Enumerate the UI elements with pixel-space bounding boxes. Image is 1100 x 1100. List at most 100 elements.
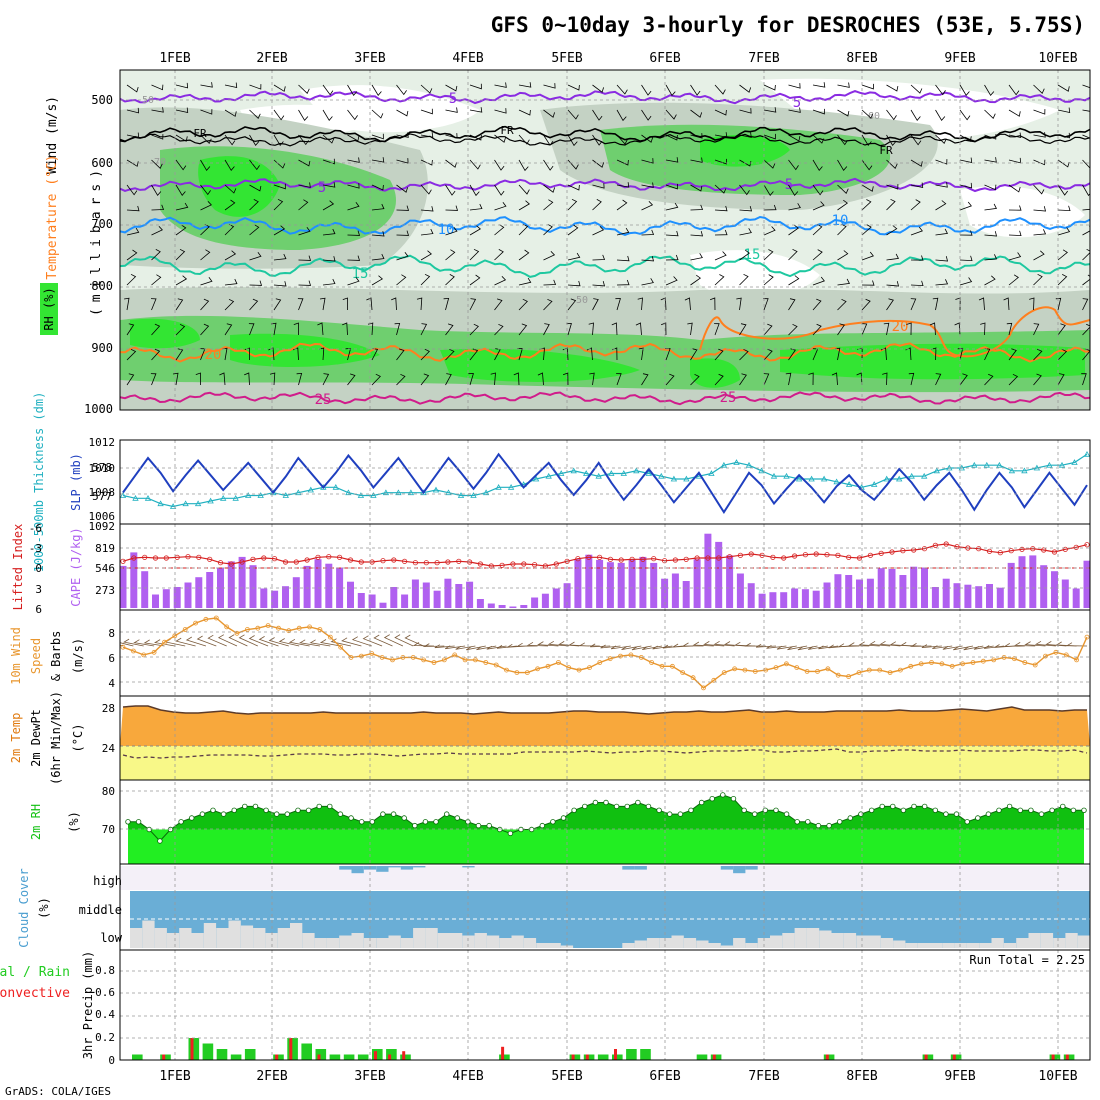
wind-barb	[175, 134, 188, 142]
temp2m-line	[122, 705, 1087, 715]
wind-barb	[298, 134, 309, 146]
wind-barb	[910, 226, 923, 236]
precip-total-bar	[160, 1054, 171, 1060]
cloud-low-bar	[363, 938, 377, 948]
wind10-barb	[268, 637, 289, 647]
li-point	[867, 552, 874, 558]
thickness-point	[558, 470, 565, 476]
precip-panel	[119, 949, 1091, 1061]
li-point	[1008, 548, 1014, 554]
wind-barb	[494, 224, 505, 236]
rh2m-point	[242, 803, 248, 810]
wind-barb	[959, 201, 972, 211]
cloud-low-bar	[216, 928, 229, 948]
wind-barb	[1057, 348, 1068, 361]
wind-barb	[763, 249, 774, 261]
precip-tick-0.6: 0.6	[95, 986, 115, 999]
wind-barb	[322, 109, 333, 121]
rh2m-units: (%)	[67, 811, 81, 833]
rh2m-point	[879, 803, 885, 810]
rh2m-point	[539, 822, 545, 829]
thickness-axis-title: 1000-500mb Thickness (dm)	[32, 392, 46, 573]
wind-barb	[980, 322, 986, 336]
wind10-point	[358, 653, 364, 659]
wind-barb	[543, 199, 554, 211]
cape-bar	[639, 556, 647, 608]
wind-barb	[151, 134, 164, 140]
wind-barb	[788, 298, 796, 311]
wind-barb	[1057, 373, 1065, 386]
rh2m-point	[656, 807, 662, 813]
cape-bar	[942, 578, 950, 608]
label-rh: 50	[576, 295, 588, 306]
wind10-point	[1084, 634, 1090, 640]
rh2m-point	[178, 819, 184, 825]
wind-barb	[665, 109, 677, 120]
wind10-point	[348, 655, 354, 660]
wind10-barb	[175, 637, 196, 647]
wind-barb	[151, 249, 161, 261]
wind-barb	[151, 107, 164, 113]
thickness-point	[370, 492, 377, 498]
precip-total-bar	[640, 1049, 651, 1060]
wind-barb	[714, 229, 728, 236]
date-label-bottom: 4FEB	[452, 1069, 483, 1084]
wind-barb	[1008, 274, 1019, 286]
thickness-point	[933, 467, 940, 474]
wind-barb	[763, 274, 774, 286]
wind-barb	[910, 199, 921, 211]
cloud-low-bar	[339, 935, 352, 948]
cloud-low-bar	[179, 928, 192, 948]
wind-barb	[151, 204, 165, 211]
wind-barb	[763, 323, 773, 336]
cloud-low-bar	[979, 943, 992, 948]
wind-barb	[812, 159, 823, 171]
wind-barb	[592, 183, 605, 189]
wind10-point	[721, 670, 727, 675]
li-point	[380, 558, 386, 564]
date-label-bottom: 7FEB	[748, 1069, 779, 1084]
precip-conv-bar	[585, 1054, 589, 1060]
rh2m-point	[337, 811, 344, 817]
wind10-barb	[258, 636, 279, 647]
wind-barb	[567, 84, 580, 91]
wind10-point	[535, 666, 540, 672]
wind10-point	[638, 655, 644, 660]
wind10-point	[276, 625, 281, 631]
li-point	[207, 556, 213, 562]
thickness-point	[1058, 461, 1066, 468]
li-point	[586, 554, 592, 560]
thickness-point	[670, 475, 678, 482]
wind-barb	[445, 348, 455, 361]
wind-barb	[1057, 159, 1070, 168]
wind-barb	[882, 372, 888, 386]
wind-barb	[543, 298, 553, 311]
wind-barb	[249, 298, 259, 311]
precip-total-bar	[202, 1043, 214, 1060]
wind-barb	[714, 274, 725, 286]
cape-bar	[769, 592, 777, 608]
wind-barb	[518, 184, 530, 195]
wind-barb	[249, 109, 261, 119]
wind-barb	[616, 134, 628, 145]
wind-barb	[200, 249, 211, 261]
wind-barb	[371, 157, 385, 163]
rh2m-point	[1038, 811, 1045, 817]
temp2m-fill	[120, 706, 1090, 746]
wind-barb	[690, 373, 700, 386]
wind-barb	[665, 183, 678, 190]
wind-barb	[394, 322, 401, 336]
cloud-low-bar	[253, 928, 266, 948]
wind-barb	[1033, 229, 1047, 236]
wind-barb	[910, 255, 924, 261]
wind-barb	[469, 107, 483, 113]
li-point	[1030, 546, 1036, 552]
rh2m-point	[996, 807, 1002, 813]
thickness-point	[758, 467, 765, 474]
wind-barb	[1029, 297, 1035, 311]
wind-barb	[984, 254, 998, 261]
wind-barb	[513, 372, 520, 386]
rh2m-point	[773, 807, 779, 813]
thickness-point	[921, 472, 928, 479]
wind-barb	[543, 224, 553, 236]
